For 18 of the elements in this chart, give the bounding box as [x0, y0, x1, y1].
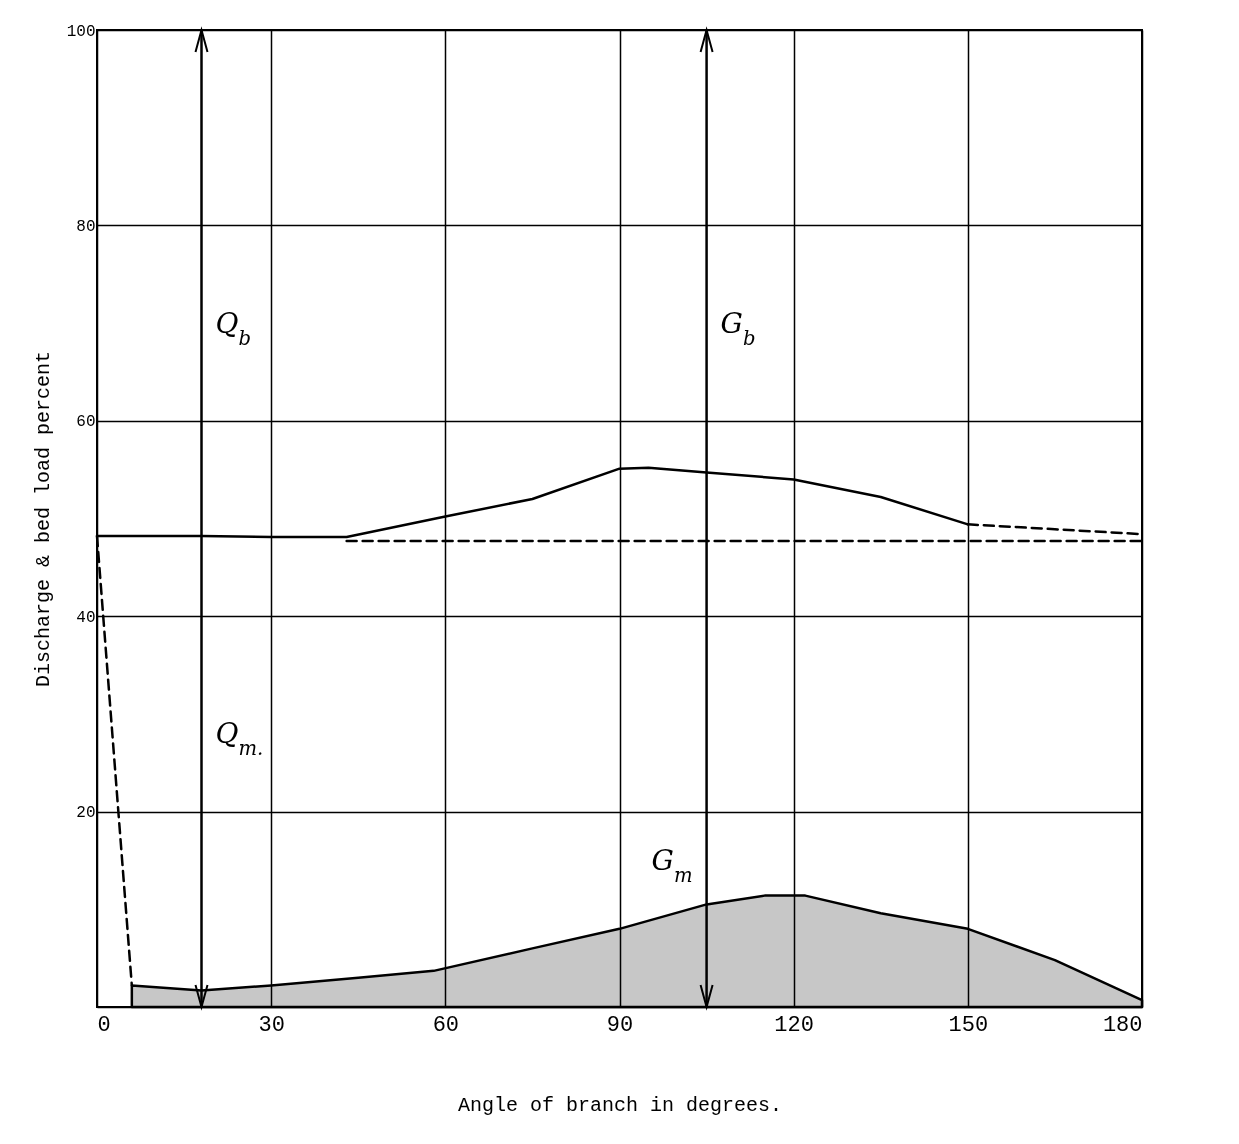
- x-tick-label: 120: [774, 1012, 814, 1038]
- y-tick-label: 60: [76, 413, 96, 432]
- x-tick-label: 60: [432, 1012, 460, 1038]
- y-tick-label: 20: [76, 804, 96, 823]
- x-tick-label: 30: [258, 1012, 285, 1038]
- x-tick-label: 150: [948, 1012, 989, 1038]
- y-tick-label: 40: [76, 608, 96, 627]
- x-axis-title: Angle of branch in degrees.: [457, 1093, 783, 1117]
- annotation: G$_{m}$: [651, 844, 693, 887]
- annotation: Q$_{m.}$: [215, 717, 264, 760]
- x-tick-label: 180: [1102, 1012, 1143, 1038]
- y-tick-label: 100: [66, 22, 96, 41]
- annotation: G$_{b}$: [720, 306, 756, 350]
- y-tick-label: 80: [76, 217, 96, 236]
- x-tick-label: 0: [97, 1012, 111, 1038]
- y-axis-title: Discharge & bed load percent: [31, 350, 55, 688]
- x-tick-label: 90: [606, 1012, 634, 1038]
- annotation: Q$_{b}$: [215, 306, 252, 350]
